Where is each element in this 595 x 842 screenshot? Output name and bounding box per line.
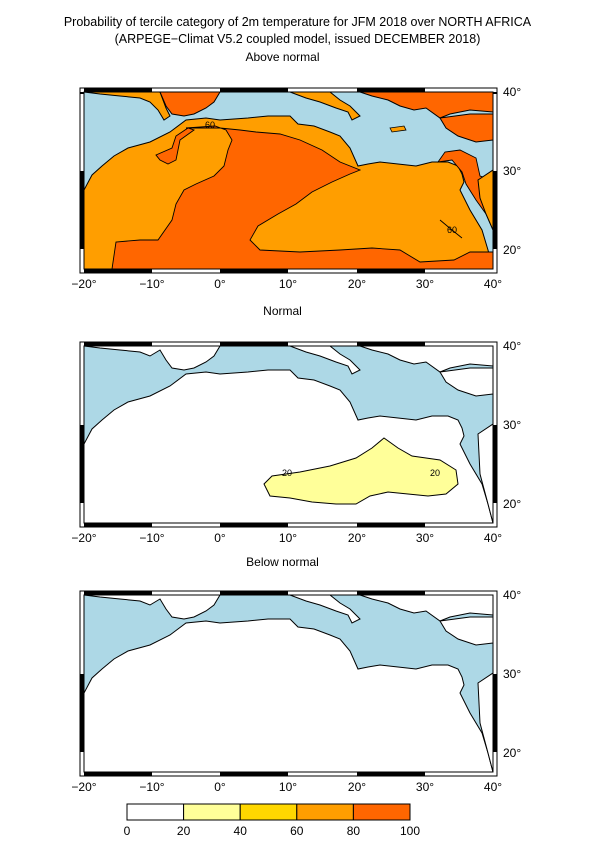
- axis-labels: −20° −10° 0° 10° 20° 30° 40° 40° 30° 20°: [71, 85, 521, 291]
- contour-line-60: [439, 219, 463, 239]
- turkey-coast: [439, 616, 493, 646]
- contour-label: 20: [282, 468, 292, 478]
- lat-tick-label: 40°: [503, 339, 521, 353]
- contour-label: 20: [430, 468, 440, 478]
- legend-swatches: [126, 803, 411, 821]
- normal-probability-band: [263, 437, 459, 505]
- legend-tick-label: 20: [177, 824, 191, 838]
- lon-tick-label: −10°: [139, 780, 164, 794]
- lat-tick-label: 20°: [503, 497, 521, 511]
- lon-tick-label: −20°: [71, 780, 96, 794]
- legend-tick-label: 0: [124, 824, 131, 838]
- europe-coast: [84, 92, 171, 121]
- lat-tick-label: 20°: [503, 746, 521, 760]
- map-title: Probability of tercile category of 2m te…: [63, 15, 532, 29]
- legend-tick-label: 60: [290, 824, 304, 838]
- lon-tick-label: 10°: [279, 780, 297, 794]
- lon-tick-label: 10°: [279, 277, 297, 291]
- map-panel-above-normal: 60 60 −20° −10° 0° 10° 20° 30° 40° 40° 3…: [71, 85, 521, 291]
- legend-ticks: 0 20 40 60 80 100: [124, 824, 421, 838]
- lon-tick-label: 30°: [416, 780, 434, 794]
- frame-bars-side: [80, 92, 497, 249]
- map-frame: [79, 341, 498, 528]
- panel-title-normal: Normal: [263, 304, 302, 318]
- arabia-region: [477, 423, 493, 523]
- lon-tick-label: 40°: [484, 531, 502, 545]
- lon-tick-label: 0°: [214, 780, 226, 794]
- iberia-coast: [159, 92, 221, 117]
- lat-tick-label: 30°: [503, 418, 521, 432]
- lon-tick-label: −20°: [71, 277, 96, 291]
- lon-tick-label: 10°: [279, 531, 297, 545]
- legend-tick-label: 40: [234, 824, 248, 838]
- lon-tick-label: 20°: [348, 780, 366, 794]
- italy-peninsula: [289, 346, 361, 375]
- map-panel-below-normal: −20° −10° 0° 10° 20° 30° 40° 40° 30° 20°: [71, 588, 521, 794]
- frame-bars-top: [84, 88, 425, 92]
- color-legend: 0 20 40 60 80 100: [124, 803, 421, 838]
- axis-labels: −20° −10° 0° 10° 20° 30° 40° 40° 30° 20°: [71, 339, 521, 545]
- contour-label: 60: [447, 225, 457, 235]
- frame-bars-bottom: [84, 269, 425, 273]
- legend-swatch: [352, 803, 411, 821]
- map-panel-normal: 20 20 −20° −10° 0° 10° 20° 30° 40° 40° 3…: [71, 339, 521, 545]
- legend-swatch: [239, 803, 298, 821]
- balkans-coast: [359, 346, 493, 373]
- lon-tick-label: −10°: [139, 277, 164, 291]
- lon-tick-label: −20°: [71, 531, 96, 545]
- lon-tick-label: 30°: [416, 277, 434, 291]
- balkans-coast: [359, 92, 493, 119]
- lat-tick-label: 20°: [503, 243, 521, 257]
- lon-tick-label: 0°: [214, 531, 226, 545]
- crete-island: [389, 125, 407, 133]
- arabia-region: [477, 672, 493, 772]
- italy-peninsula: [289, 595, 361, 624]
- lat-tick-label: 40°: [503, 85, 521, 99]
- africa-landmass: [84, 618, 493, 772]
- lon-tick-label: 40°: [484, 277, 502, 291]
- lon-tick-label: 40°: [484, 780, 502, 794]
- legend-swatch: [296, 803, 354, 821]
- map-frame: [79, 87, 498, 274]
- map-frame: [79, 590, 498, 777]
- panel-title-above-normal: Above normal: [245, 50, 320, 64]
- lat-tick-label: 30°: [503, 164, 521, 178]
- turkey-coast: [439, 367, 493, 397]
- legend-swatch: [126, 803, 185, 821]
- axis-labels: −20° −10° 0° 10° 20° 30° 40° 40° 30° 20°: [71, 588, 521, 794]
- above-high-central-region: [111, 125, 493, 269]
- map-subtitle: (ARPEGE−Climat V5.2 coupled model, issue…: [114, 32, 481, 46]
- italy-peninsula: [289, 92, 361, 121]
- contour-label: 60: [205, 120, 215, 130]
- above-high-west-region: [155, 127, 195, 165]
- lon-tick-label: 20°: [348, 277, 366, 291]
- europe-coast: [84, 595, 221, 620]
- lon-tick-label: 20°: [348, 531, 366, 545]
- europe-coast: [84, 346, 221, 371]
- arabia-region: [477, 169, 493, 231]
- lon-tick-label: 0°: [214, 277, 226, 291]
- legend-tick-label: 80: [347, 824, 361, 838]
- legend-tick-label: 100: [400, 824, 420, 838]
- turkey-coast: [439, 113, 493, 143]
- legend-swatch: [183, 803, 241, 821]
- lon-tick-label: −10°: [139, 531, 164, 545]
- panel-title-below-normal: Below normal: [246, 555, 319, 569]
- lat-tick-label: 30°: [503, 667, 521, 681]
- lat-tick-label: 40°: [503, 588, 521, 602]
- lon-tick-label: 30°: [416, 531, 434, 545]
- balkans-coast: [359, 595, 493, 622]
